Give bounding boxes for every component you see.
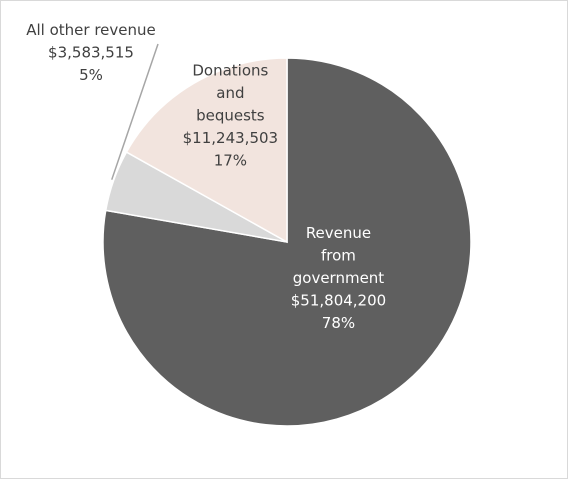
- pie-slices: [102, 57, 472, 427]
- pie-slice-revenue-from-government: [102, 57, 472, 427]
- pie-labels: Revenue from government $51,804,200 78% All o…: [26, 21, 386, 332]
- pie-slice-donations-and-bequests: [125, 57, 288, 244]
- data-label-revenue-from-government: Revenue from government $51,804,200 78%: [291, 224, 386, 332]
- data-label-donations-and-bequests: Donations and bequests $11,243,503 17%: [183, 61, 278, 169]
- leader-line-all-other-revenue: [111, 43, 159, 180]
- data-label-all-other-revenue: All other revenue $3,583,515 5%: [26, 21, 156, 84]
